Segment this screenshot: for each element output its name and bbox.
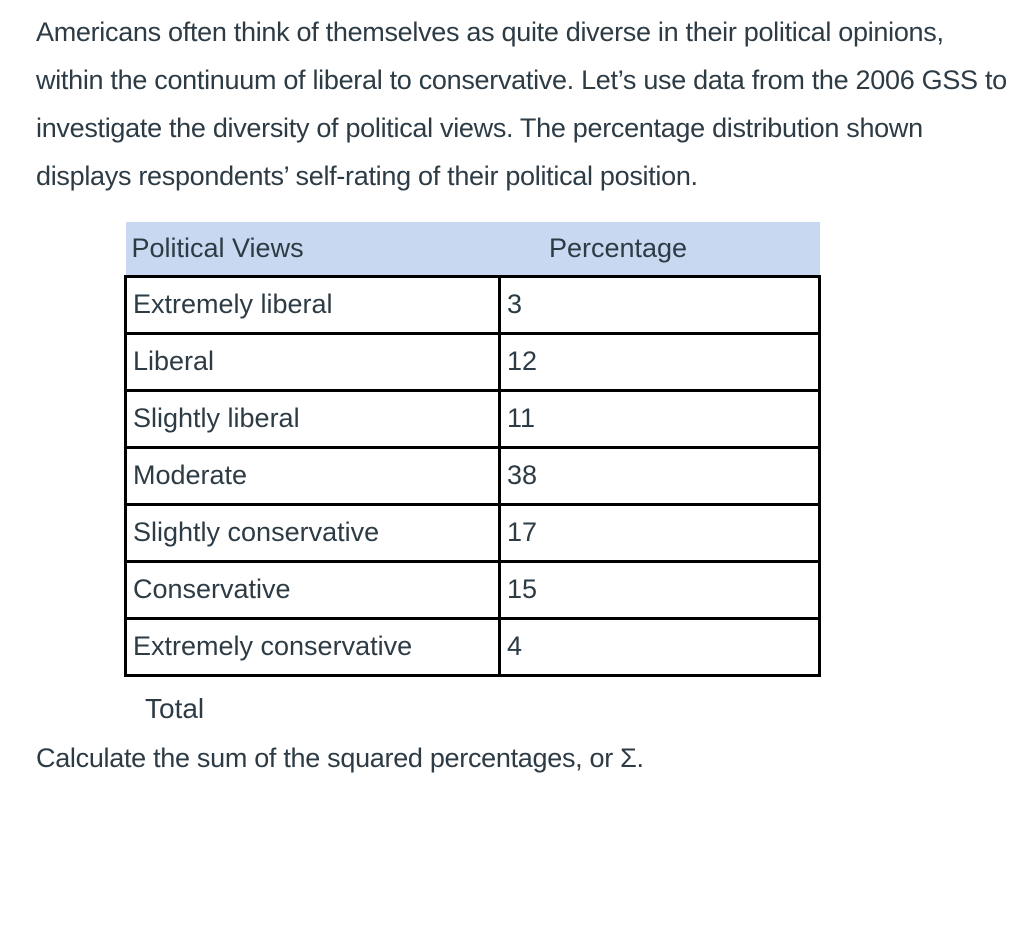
- political-view-cell: Liberal: [124, 331, 501, 392]
- percentage-cell: 4: [498, 616, 821, 677]
- question-page: Americans often think of themselves as q…: [36, 17, 1007, 773]
- political-view-cell: Slightly conservative: [124, 502, 501, 563]
- political-view-cell: Extremely liberal: [124, 274, 501, 335]
- intro-paragraph: Americans often think of themselves as q…: [36, 17, 1007, 191]
- table-row: Liberal 12: [124, 331, 821, 392]
- table-row: Slightly liberal 11: [124, 388, 821, 449]
- percentage-cell: 15: [498, 559, 821, 620]
- question-text: Calculate the sum of the squared percent…: [36, 742, 644, 773]
- political-view-cell: Moderate: [124, 445, 501, 506]
- percentage-cell: 12: [498, 331, 821, 392]
- table-row: Extremely liberal 3: [124, 274, 821, 335]
- table-row: Extremely conservative 4: [124, 616, 821, 677]
- percentage-cell: 3: [498, 274, 821, 335]
- table-row: Moderate 38: [124, 445, 821, 506]
- total-label: Total: [145, 692, 205, 724]
- table-header-row: Political Views Percentage: [125, 222, 820, 276]
- table-body: Extremely liberal 3 Liberal 12 Slightly libe…: [124, 274, 821, 677]
- table-row: Conservative 15: [124, 559, 821, 620]
- percentage-cell: 11: [498, 388, 821, 449]
- table-row: Slightly conservative 17: [124, 502, 821, 563]
- political-views-table: Political Views Percentage Extremely lib…: [124, 222, 821, 677]
- political-view-cell: Conservative: [124, 559, 501, 620]
- political-view-cell: Slightly liberal: [124, 388, 501, 449]
- column-header-political-views: Political Views: [125, 222, 500, 276]
- column-header-percentage: Percentage: [499, 222, 820, 276]
- percentage-cell: 17: [498, 502, 821, 563]
- political-view-cell: Extremely conservative: [124, 616, 501, 677]
- percentage-cell: 38: [498, 445, 821, 506]
